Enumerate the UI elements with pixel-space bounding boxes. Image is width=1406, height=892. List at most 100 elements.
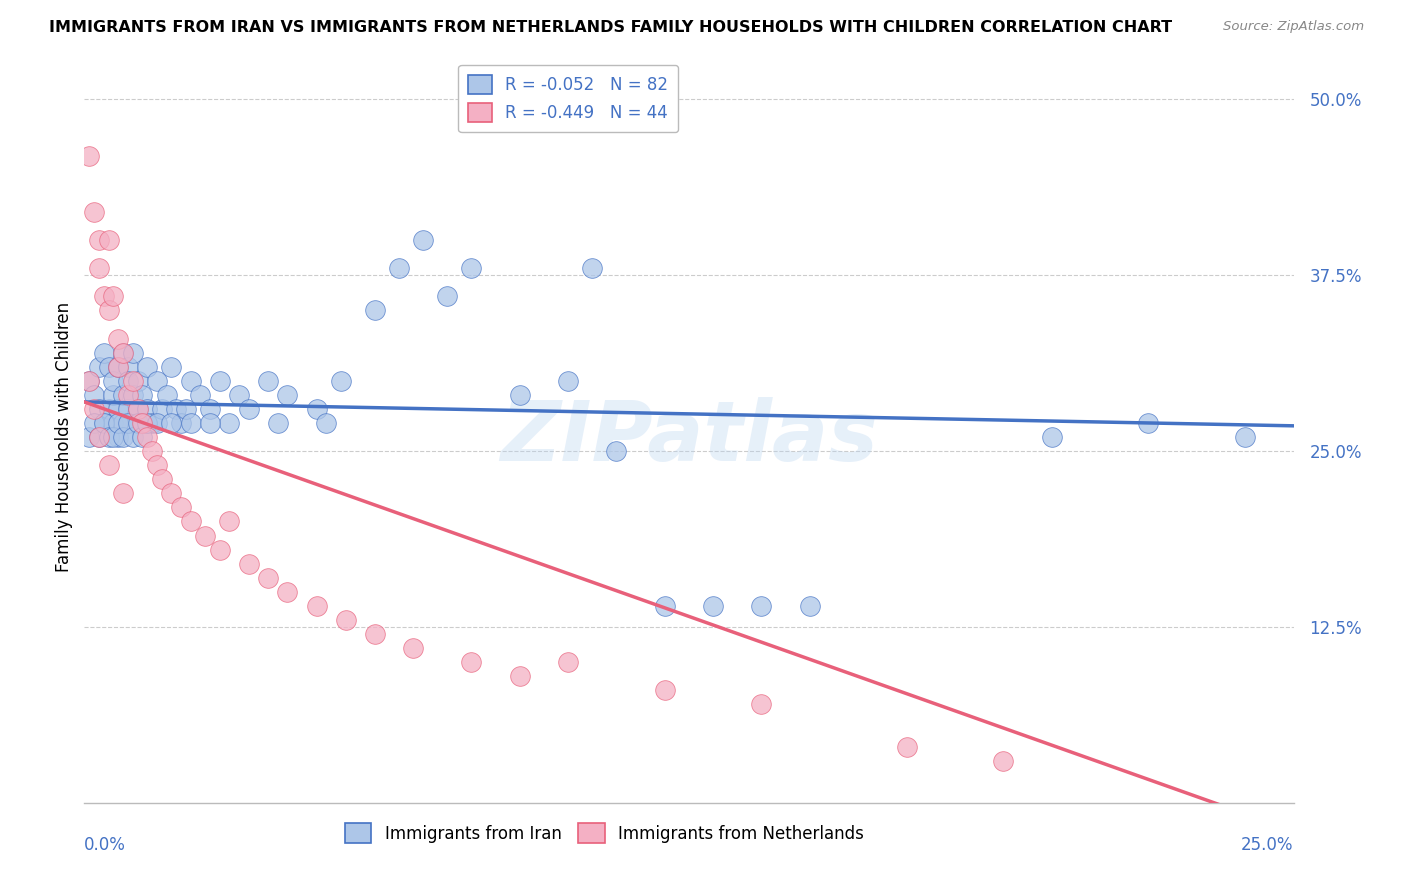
Point bbox=[146, 416, 169, 430]
Point bbox=[170, 416, 193, 430]
Point bbox=[127, 401, 149, 416]
Point bbox=[194, 528, 217, 542]
Point bbox=[654, 599, 676, 613]
Point bbox=[97, 430, 120, 444]
Point bbox=[112, 486, 135, 500]
Point bbox=[896, 739, 918, 754]
Point bbox=[87, 359, 110, 374]
Point bbox=[97, 401, 120, 416]
Point bbox=[107, 430, 129, 444]
Point bbox=[605, 444, 627, 458]
Point bbox=[112, 388, 135, 402]
Point bbox=[160, 416, 183, 430]
Point bbox=[97, 458, 120, 473]
Point bbox=[77, 430, 100, 444]
Point bbox=[83, 416, 105, 430]
Point bbox=[127, 416, 149, 430]
Point bbox=[460, 261, 482, 276]
Point bbox=[107, 359, 129, 374]
Point bbox=[509, 388, 531, 402]
Point bbox=[107, 332, 129, 346]
Point bbox=[402, 641, 425, 656]
Point bbox=[1234, 430, 1257, 444]
Point bbox=[363, 303, 385, 318]
Point bbox=[87, 430, 110, 444]
Point bbox=[87, 233, 110, 247]
Point bbox=[117, 359, 139, 374]
Point bbox=[170, 500, 193, 515]
Point bbox=[83, 388, 105, 402]
Point bbox=[93, 416, 115, 430]
Point bbox=[93, 345, 115, 359]
Point bbox=[97, 233, 120, 247]
Point bbox=[103, 388, 125, 402]
Point bbox=[146, 458, 169, 473]
Point bbox=[329, 374, 352, 388]
Point bbox=[107, 359, 129, 374]
Point bbox=[198, 401, 221, 416]
Point bbox=[238, 401, 260, 416]
Point bbox=[751, 698, 773, 712]
Point bbox=[121, 345, 143, 359]
Point bbox=[103, 430, 125, 444]
Point bbox=[131, 430, 153, 444]
Point bbox=[257, 571, 280, 585]
Point bbox=[180, 416, 202, 430]
Point bbox=[363, 627, 385, 641]
Point bbox=[257, 374, 280, 388]
Point bbox=[305, 401, 328, 416]
Point bbox=[305, 599, 328, 613]
Point bbox=[412, 233, 434, 247]
Point bbox=[127, 401, 149, 416]
Point bbox=[436, 289, 458, 303]
Point bbox=[315, 416, 337, 430]
Text: IMMIGRANTS FROM IRAN VS IMMIGRANTS FROM NETHERLANDS FAMILY HOUSEHOLDS WITH CHILD: IMMIGRANTS FROM IRAN VS IMMIGRANTS FROM … bbox=[49, 20, 1173, 35]
Point bbox=[87, 261, 110, 276]
Point bbox=[83, 401, 105, 416]
Point bbox=[180, 515, 202, 529]
Point bbox=[160, 486, 183, 500]
Point bbox=[112, 416, 135, 430]
Point bbox=[136, 401, 159, 416]
Point bbox=[103, 289, 125, 303]
Point bbox=[83, 205, 105, 219]
Point bbox=[150, 401, 173, 416]
Point bbox=[117, 416, 139, 430]
Point bbox=[121, 388, 143, 402]
Point bbox=[276, 584, 298, 599]
Point bbox=[112, 345, 135, 359]
Point bbox=[267, 416, 290, 430]
Point bbox=[581, 261, 603, 276]
Point bbox=[460, 655, 482, 669]
Text: ZIPatlas: ZIPatlas bbox=[501, 397, 877, 477]
Point bbox=[1137, 416, 1160, 430]
Point bbox=[388, 261, 411, 276]
Point bbox=[131, 388, 153, 402]
Legend: Immigrants from Iran, Immigrants from Netherlands: Immigrants from Iran, Immigrants from Ne… bbox=[337, 817, 870, 849]
Point bbox=[136, 359, 159, 374]
Y-axis label: Family Households with Children: Family Households with Children bbox=[55, 302, 73, 572]
Point bbox=[121, 430, 143, 444]
Point bbox=[509, 669, 531, 683]
Text: 25.0%: 25.0% bbox=[1241, 836, 1294, 854]
Point bbox=[112, 430, 135, 444]
Point bbox=[276, 388, 298, 402]
Point bbox=[77, 374, 100, 388]
Point bbox=[77, 374, 100, 388]
Point bbox=[335, 613, 357, 627]
Point bbox=[103, 374, 125, 388]
Point bbox=[218, 416, 240, 430]
Point bbox=[141, 416, 163, 430]
Point bbox=[1040, 430, 1063, 444]
Point bbox=[127, 374, 149, 388]
Point bbox=[112, 345, 135, 359]
Point bbox=[131, 416, 153, 430]
Point bbox=[208, 374, 231, 388]
Point bbox=[198, 416, 221, 430]
Point bbox=[136, 416, 159, 430]
Point bbox=[751, 599, 773, 613]
Point bbox=[160, 359, 183, 374]
Point bbox=[93, 289, 115, 303]
Point bbox=[121, 374, 143, 388]
Point bbox=[117, 401, 139, 416]
